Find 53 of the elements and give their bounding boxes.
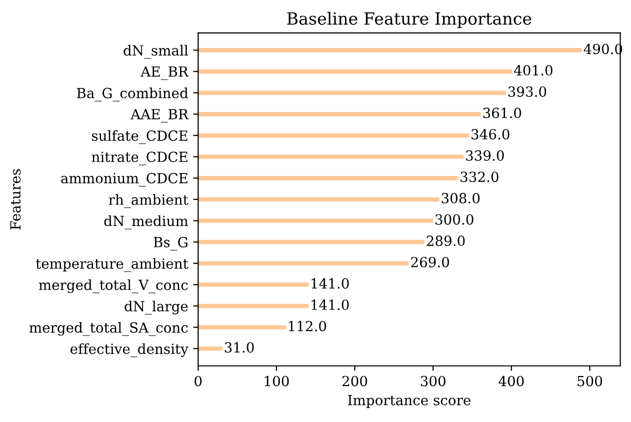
- y-tick-label: merged_total_V_conc: [38, 279, 188, 294]
- y-tick-label: temperature_ambient: [36, 258, 188, 272]
- y-tick-label: ammonium_CDCE: [61, 172, 188, 187]
- y-tick-label: sulfate_CDCE: [92, 130, 188, 144]
- y-tick-label: dN_medium: [104, 215, 188, 230]
- bar: [198, 112, 481, 116]
- bar: [198, 304, 309, 308]
- y-tick-label: merged_total_SA_conc: [29, 322, 188, 336]
- y-tick-label: Bs_G: [154, 236, 188, 250]
- bar: [198, 69, 512, 74]
- data-label: 346.0: [472, 128, 510, 140]
- x-tick-label: 300: [420, 376, 446, 386]
- bar: [198, 133, 470, 138]
- y-tick-label: dN_large: [124, 300, 188, 315]
- data-label: 332.0: [460, 172, 498, 182]
- data-label: 300.0: [436, 214, 474, 225]
- bar: [198, 154, 464, 159]
- data-label: 31.0: [224, 342, 254, 353]
- bar: [198, 240, 424, 244]
- bar: [198, 282, 309, 287]
- data-label: 269.0: [411, 256, 450, 268]
- y-tick-label: AAE_BR: [130, 109, 189, 122]
- y-tick-label: Ba_G_combined: [77, 88, 188, 102]
- data-label: 289.0: [426, 236, 465, 246]
- bar: [198, 325, 286, 330]
- y-tick-label: dN_small: [124, 44, 188, 59]
- data-label: 401.0: [514, 65, 552, 76]
- bar: [198, 261, 409, 266]
- chart-title: Baseline Feature Importance: [287, 12, 532, 28]
- data-label: 141.0: [312, 278, 349, 289]
- x-tick-label: 100: [264, 376, 289, 386]
- x-tick-label: 0: [194, 376, 202, 386]
- data-label: 308.0: [442, 192, 480, 204]
- x-tick-label: 400: [498, 376, 524, 386]
- bar: [198, 48, 582, 52]
- x-tick-label: 500: [578, 376, 602, 386]
- bar: [198, 176, 458, 180]
- data-label: 361.0: [483, 108, 522, 118]
- bar: [198, 197, 440, 202]
- data-label: 112.0: [288, 320, 326, 332]
- bar: [198, 218, 434, 223]
- data-label: 339.0: [466, 150, 504, 161]
- y-tick-label: rh_ambient: [108, 194, 188, 208]
- x-axis-title: Importance score: [348, 395, 470, 408]
- y-tick-label: nitrate_CDCE: [92, 152, 188, 166]
- bar: [198, 90, 506, 95]
- y-axis-title: Features: [10, 169, 21, 230]
- bar: [198, 346, 222, 351]
- y-tick-label: effective_density: [70, 343, 188, 358]
- data-label: 141.0: [312, 300, 349, 310]
- data-label: 393.0: [508, 86, 546, 97]
- x-tick-label: 200: [342, 376, 368, 386]
- y-tick-label: AE_BR: [140, 66, 189, 80]
